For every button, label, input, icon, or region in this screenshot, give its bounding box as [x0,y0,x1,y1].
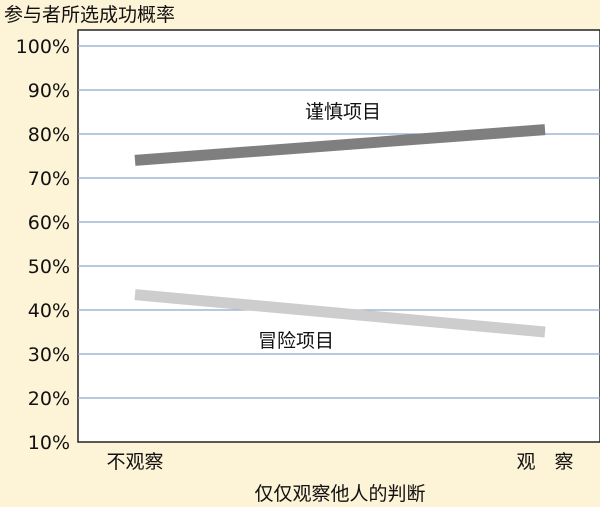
y-tick-label: 80% [28,124,70,146]
y-tick-label: 50% [28,256,70,278]
x-tick-label: 不观察 [106,451,163,473]
x-axis-title: 仅仅观察他人的判断 [254,483,425,505]
series-line-1 [134,289,546,338]
x-tick-labels: 不观察 观 察 [106,451,573,473]
y-axis-title: 参与者所选成功概率 [4,4,175,26]
y-tick-label: 20% [28,388,70,410]
y-tick-label: 30% [28,344,70,366]
series-lines [134,124,546,338]
y-tick-label: 10% [28,432,70,454]
gridlines [78,45,600,399]
x-tick-label: 观 察 [516,451,573,473]
series-label-cautious: 谨慎项目 [305,101,381,123]
plot-frame [77,29,600,443]
y-tick-label: 60% [28,212,70,234]
y-tick-label: 90% [28,80,70,102]
y-tick-label: 70% [28,168,70,190]
series-label-risky: 冒险项目 [258,330,334,352]
series-line-0 [134,124,546,166]
y-tick-label: 100% [16,36,70,58]
y-tick-label: 40% [28,300,70,322]
y-tick-labels: 10% 20% 30% 40% 50% 60% 70% 80% 90% 100% [16,36,70,454]
